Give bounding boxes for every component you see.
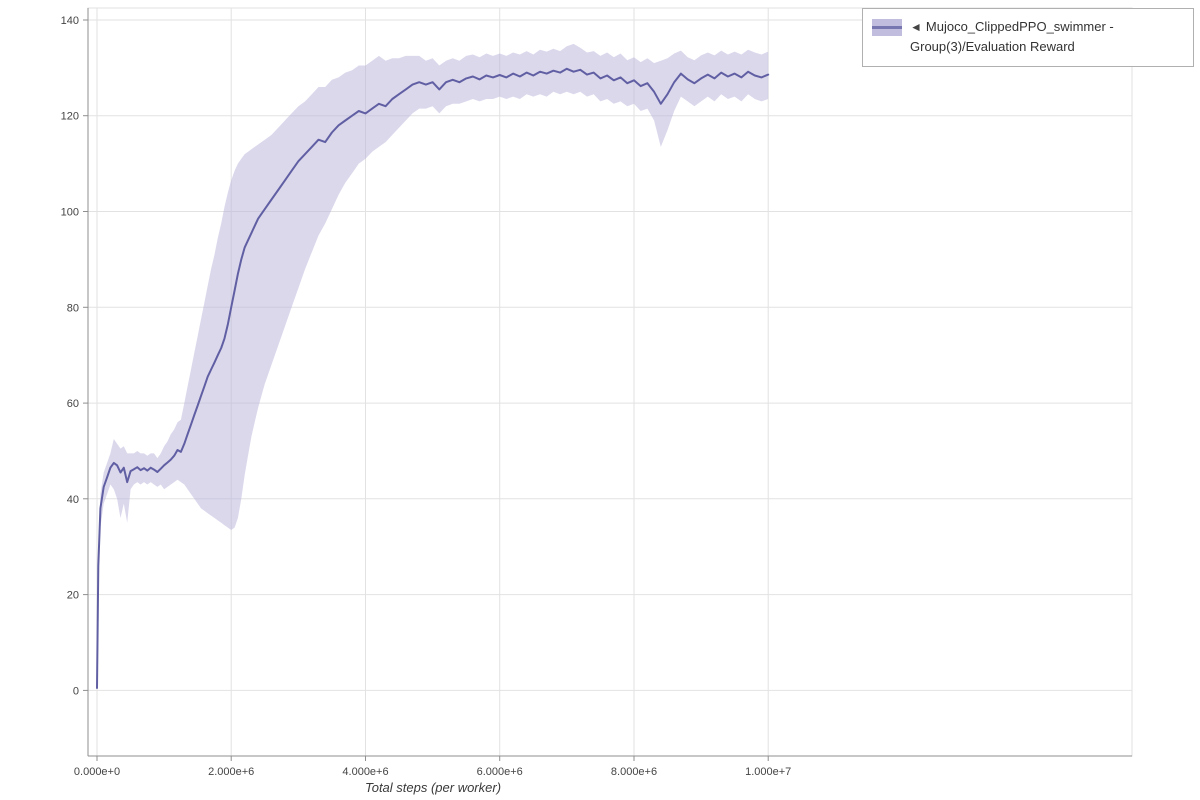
- svg-text:4.000e+6: 4.000e+6: [342, 766, 388, 778]
- x-axis-label: Total steps (per worker): [364, 780, 502, 795]
- svg-text:80: 80: [67, 302, 79, 314]
- svg-text:8.000e+6: 8.000e+6: [611, 766, 657, 778]
- svg-text:20: 20: [67, 590, 79, 602]
- legend-swatch-band: [872, 19, 902, 36]
- svg-text:140: 140: [61, 15, 79, 27]
- svg-text:6.000e+6: 6.000e+6: [477, 766, 523, 778]
- svg-text:0.000e+0: 0.000e+0: [74, 766, 120, 778]
- collapse-triangle-icon[interactable]: ◄: [910, 20, 922, 34]
- legend-swatch-line: [872, 26, 902, 29]
- svg-text:60: 60: [67, 398, 79, 410]
- svg-text:0: 0: [73, 685, 79, 697]
- svg-text:2.000e+6: 2.000e+6: [208, 766, 254, 778]
- legend-label: ◄ Mujoco_ClippedPPO_swimmer - Group(3)/Ev…: [910, 17, 1183, 57]
- legend-label-text: Mujoco_ClippedPPO_swimmer - Group(3)/Eva…: [910, 19, 1114, 55]
- svg-text:40: 40: [67, 494, 79, 506]
- legend-item[interactable]: ◄ Mujoco_ClippedPPO_swimmer - Group(3)/Ev…: [872, 17, 1183, 57]
- svg-text:1.000e+7: 1.000e+7: [745, 766, 791, 778]
- legend: ◄ Mujoco_ClippedPPO_swimmer - Group(3)/Ev…: [862, 8, 1194, 68]
- svg-text:100: 100: [61, 207, 79, 219]
- svg-text:120: 120: [61, 111, 79, 123]
